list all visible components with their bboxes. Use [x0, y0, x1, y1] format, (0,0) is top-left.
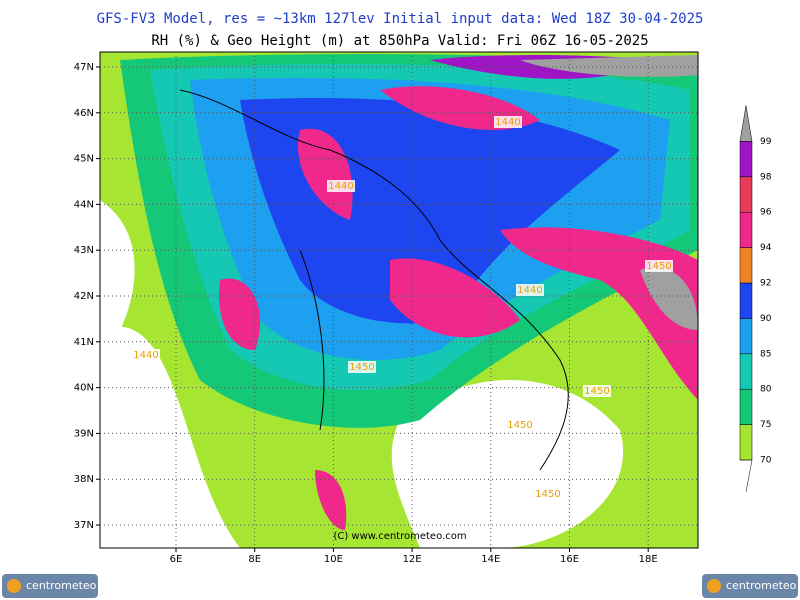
copyright: (C) www.centrometeo.com — [333, 531, 466, 542]
colorbar-segment — [739, 211, 753, 248]
lon-label: 6E — [170, 554, 183, 565]
coastline — [179, 89, 569, 471]
contour-label: 1440 — [328, 181, 353, 192]
logo-text: centrometeo — [26, 579, 97, 592]
lat-label: 47N — [74, 62, 94, 73]
colorbar-segment — [739, 424, 753, 461]
lon-label: 18E — [639, 554, 658, 565]
logo: centrometeo — [702, 574, 798, 598]
dry-area — [100, 200, 135, 360]
saturated-area — [640, 267, 698, 330]
lon-label: 10E — [324, 554, 343, 565]
saturated-area — [520, 55, 698, 77]
lat-label: 44N — [74, 199, 94, 210]
lon-label: 16E — [560, 554, 579, 565]
colorbar-label: 70 — [760, 456, 772, 466]
lon-label: 12E — [403, 554, 422, 565]
contour-label: 1450 — [535, 489, 560, 500]
lat-label: 45N — [74, 154, 94, 165]
lat-label: 37N — [74, 520, 94, 531]
colorbar-label: 92 — [760, 279, 771, 289]
contour-label-bg — [583, 385, 611, 397]
lat-label: 39N — [74, 428, 94, 439]
contour-label: 1450 — [646, 261, 671, 272]
colorbar-segment — [739, 282, 753, 319]
logo-text: centrometeo — [726, 579, 797, 592]
colorbar-label: 94 — [760, 243, 772, 253]
colorbar-label: 75 — [760, 420, 771, 430]
lat-label: 42N — [74, 291, 94, 302]
contour-label-bg — [534, 488, 562, 500]
colorbar-label: 80 — [760, 385, 772, 395]
contour-label-bg — [327, 180, 355, 192]
contour-label: 1440 — [517, 285, 542, 296]
subtitle: RH (%) & Geo Height (m) at 850hPa Valid:… — [151, 33, 648, 49]
title: GFS-FV3 Model, res = ~13km 127lev Initia… — [97, 11, 704, 27]
rh-field — [100, 52, 698, 548]
contour-label-bg — [494, 116, 522, 128]
lat-label: 41N — [74, 337, 94, 348]
colorbar-label: 98 — [760, 172, 772, 182]
contour-label-bg — [348, 361, 376, 373]
logo: centrometeo — [2, 574, 98, 598]
contour-label-bg — [516, 284, 544, 296]
map-frame — [99, 51, 699, 549]
logo-box — [2, 574, 98, 598]
dry-area — [391, 380, 624, 548]
lon-label: 8E — [248, 554, 261, 565]
lat-label: 46N — [74, 108, 94, 119]
lat-label: 43N — [74, 245, 94, 256]
colorbar-segment — [739, 247, 753, 284]
contour-label: 1450 — [507, 420, 532, 431]
colorbar-segment — [739, 176, 753, 213]
contour-label: 1450 — [584, 386, 609, 397]
lat-label: 40N — [74, 383, 94, 394]
colorbar-label: 99 — [760, 137, 772, 147]
logo-box — [702, 574, 798, 598]
colorbar-segment — [739, 141, 753, 178]
humid-band — [390, 258, 520, 338]
colorbar-label: 96 — [760, 208, 772, 218]
contour-label-bg — [506, 419, 534, 431]
logo-icon — [7, 579, 21, 593]
contour-label-bg — [645, 260, 673, 272]
contour-label: 1440 — [133, 350, 158, 361]
colorbar-segment — [739, 318, 753, 355]
humid-band — [315, 470, 347, 530]
colorbar-label: 90 — [760, 314, 772, 324]
humid-band — [298, 128, 353, 220]
contour-label: 1450 — [349, 362, 374, 373]
logo-icon — [707, 579, 721, 593]
lat-label: 38N — [74, 474, 94, 485]
contour-label: 1440 — [495, 117, 520, 128]
contour-label-bg — [132, 349, 160, 361]
colorbar-label: 85 — [760, 349, 771, 359]
colorbar-under — [740, 459, 753, 493]
dry-area — [100, 326, 240, 548]
colorbar-segment — [739, 388, 753, 425]
colorbar-over — [739, 105, 753, 142]
humid-band — [219, 278, 261, 350]
colorbar-segment — [739, 353, 753, 390]
lon-label: 14E — [481, 554, 500, 565]
